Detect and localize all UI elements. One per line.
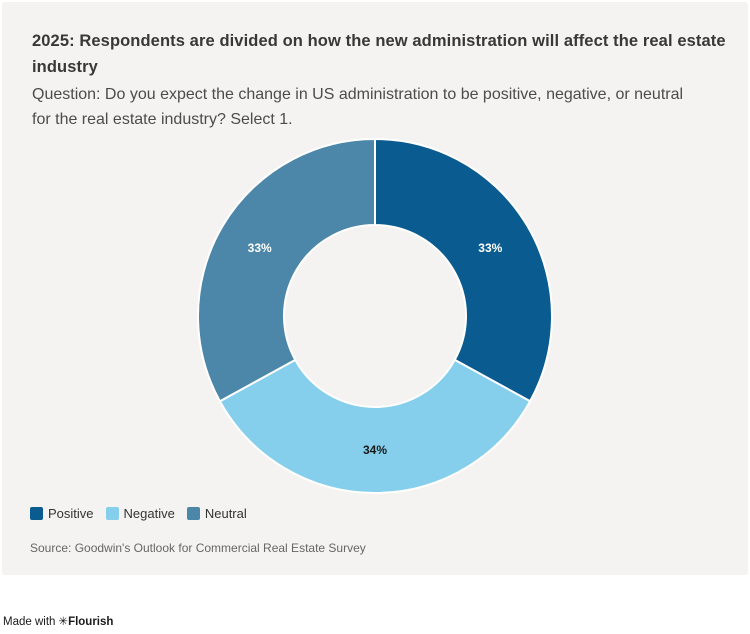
pie-segment-positive[interactable]: [374, 138, 553, 403]
legend-item-positive[interactable]: Positive: [30, 506, 94, 521]
pie-segment-neutral[interactable]: [197, 138, 376, 403]
legend-item-negative[interactable]: Negative: [105, 506, 175, 521]
legend-swatch-positive: [30, 507, 43, 520]
chart-title: 2025: Respondents are divided on how the…: [32, 32, 726, 76]
legend-label: Positive: [48, 506, 94, 521]
legend: Positive Negative Neutral: [30, 506, 247, 521]
legend-label: Neutral: [204, 506, 247, 521]
pie-segment-negative[interactable]: [218, 358, 532, 494]
flourish-logo-icon: ✳: [58, 616, 69, 628]
chart-subtitle: Question: Do you expect the change in US…: [32, 86, 684, 128]
legend-item-neutral[interactable]: Neutral: [186, 506, 247, 521]
slice-label-neutral: 33%: [248, 241, 272, 255]
chart-card: 2025: Respondents are divided on how the…: [2, 2, 748, 575]
flourish-credit[interactable]: Made with ✳Flourish: [3, 614, 113, 628]
flourish-brand: Flourish: [68, 616, 114, 628]
slice-label-negative: 34%: [363, 443, 387, 457]
legend-label: Negative: [123, 506, 175, 521]
source-text: Source: Goodwin's Outlook for Commercial…: [30, 541, 366, 555]
slice-label-positive: 33%: [478, 241, 502, 255]
donut-svg: 33% 34% 33%: [197, 138, 553, 494]
donut-chart: 33% 34% 33%: [195, 136, 555, 496]
legend-swatch-negative: [105, 507, 119, 520]
made-with-label: Made with: [3, 616, 56, 628]
legend-swatch-neutral: [186, 507, 200, 520]
